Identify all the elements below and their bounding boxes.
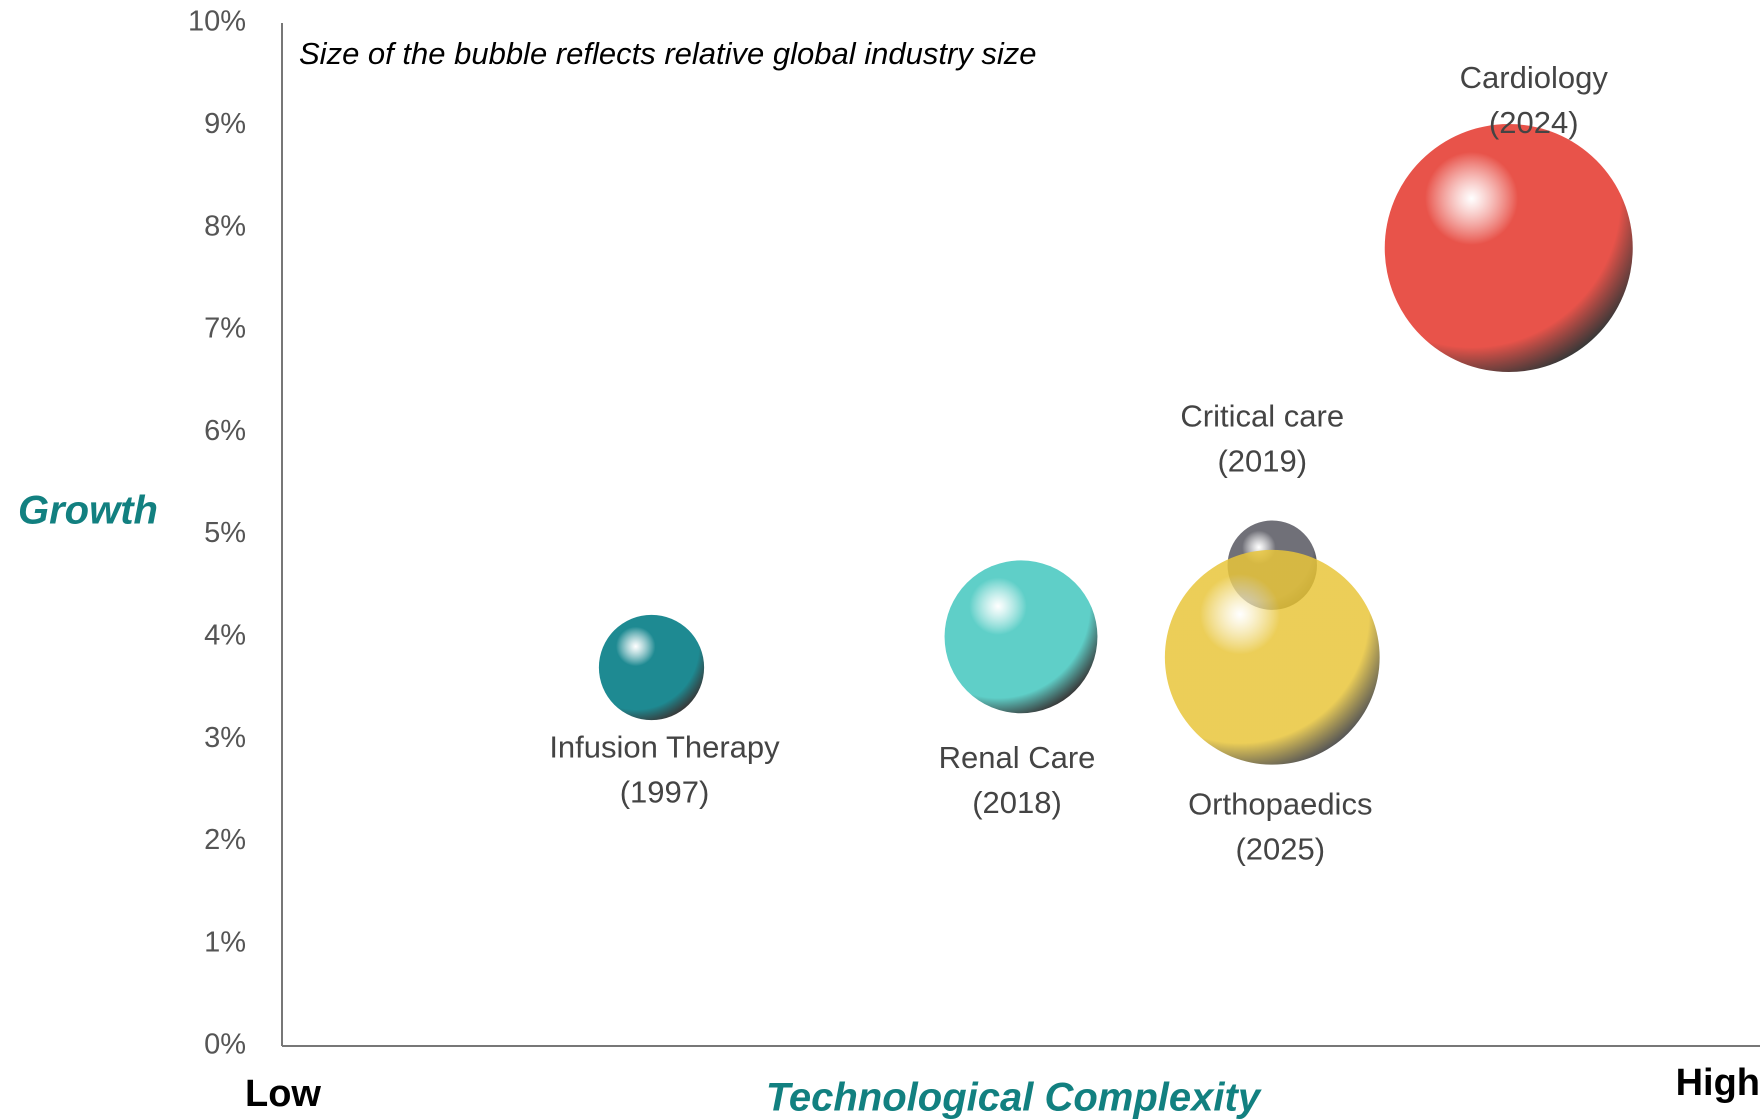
y-tick-label: 9% — [204, 108, 246, 140]
bubble-year: (2024) — [1489, 105, 1579, 140]
y-tick-label: 0% — [204, 1029, 246, 1061]
annotation: Size of the bubble reflects relative glo… — [299, 36, 1037, 71]
x-high-label: High — [1676, 1062, 1760, 1104]
bubble-label: Renal Care — [939, 740, 1096, 775]
y-tick-label: 7% — [204, 313, 246, 345]
bubble-year: (2018) — [972, 785, 1062, 820]
bubble-label: Orthopaedics — [1188, 786, 1372, 821]
y-tick-label: 3% — [204, 722, 246, 754]
y-tick-label: 6% — [204, 415, 246, 447]
bubble-year: (1997) — [620, 775, 710, 810]
bubble — [944, 560, 1098, 714]
bubble-label: Cardiology — [1460, 60, 1609, 95]
bubble — [1164, 549, 1380, 765]
y-tick-label: 1% — [204, 926, 246, 958]
bubble-year: (2019) — [1217, 443, 1307, 478]
bubble-year: (2025) — [1235, 831, 1325, 866]
bubble — [1384, 124, 1633, 373]
y-axis-title: Growth — [18, 489, 158, 533]
x-axis-title: Technological Complexity — [766, 1076, 1262, 1119]
y-tick-label: 10% — [188, 6, 246, 38]
bubble-label: Infusion Therapy — [549, 730, 780, 765]
y-tick-label: 5% — [204, 517, 246, 549]
y-tick-label: 8% — [204, 210, 246, 242]
bubble-label: Critical care — [1180, 398, 1344, 433]
x-low-label: Low — [245, 1073, 321, 1115]
y-tick-label: 4% — [204, 619, 246, 651]
bubble — [598, 614, 705, 721]
y-tick-label: 2% — [204, 824, 246, 856]
